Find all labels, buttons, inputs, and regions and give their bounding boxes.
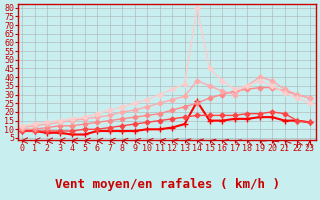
X-axis label: Vent moyen/en rafales ( km/h ): Vent moyen/en rafales ( km/h ) [55,178,280,191]
